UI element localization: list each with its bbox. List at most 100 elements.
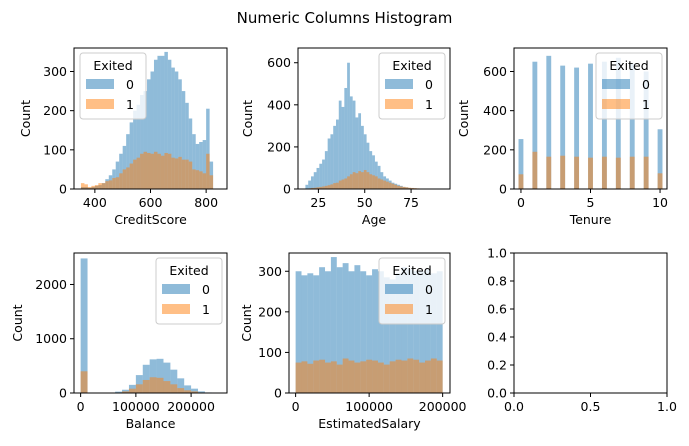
y-tick-label: 600 [483, 64, 507, 79]
bar-creditscore-exited-0 [195, 143, 200, 189]
bar-age-exited-0 [333, 125, 336, 189]
bar-estimatedsalary-exited-1 [313, 360, 320, 393]
bar-balance-exited-1 [149, 377, 157, 393]
bar-age-exited-1 [405, 187, 409, 189]
x-tick-label: 1.0 [657, 399, 677, 414]
bar-creditscore-exited-0 [192, 134, 196, 189]
bar-tenure-exited-1 [518, 174, 524, 189]
legend-label-1: 1 [425, 302, 433, 317]
x-axis-label: EstimatedSalary [318, 416, 421, 431]
bar-estimatedsalary-exited-1 [366, 359, 373, 393]
bar-age-exited-1 [310, 187, 314, 189]
legend-label-0: 0 [202, 282, 210, 297]
y-tick-label: 0 [59, 386, 67, 401]
y-tick-label: 1000 [35, 331, 67, 346]
bar-creditscore-exited-1 [133, 159, 137, 189]
x-tick-label: 100000 [112, 399, 160, 414]
x-tick-label: 0.5 [581, 399, 601, 414]
bar-balance-exited-0 [142, 364, 150, 393]
bar-creditscore-exited-1 [87, 187, 92, 189]
bar-tenure-exited-0 [657, 129, 663, 189]
bar-tenure-exited-1 [546, 156, 552, 189]
bar-estimatedsalary-exited-1 [372, 360, 378, 393]
bar-creditscore-exited-0 [181, 91, 186, 189]
legend-swatch-0 [602, 79, 630, 89]
bar-balance-exited-1 [156, 377, 164, 393]
bar-age-exited-1 [380, 179, 384, 189]
bar-estimatedsalary-exited-1 [342, 358, 349, 393]
bar-estimatedsalary-exited-0 [295, 271, 302, 393]
bar-creditscore-exited-1 [129, 163, 134, 189]
subplot-tenure: 0 5 10 0 200 400 600 Tenure Count Exited 0 1 [456, 47, 668, 227]
bar-balance-exited-0 [170, 369, 178, 393]
y-tick-label: 1.0 [487, 246, 507, 261]
x-axis-label: CreditScore [114, 212, 187, 227]
bar-age-exited-1 [341, 179, 345, 189]
bar-creditscore-exited-1 [153, 151, 158, 189]
bar-age-exited-1 [372, 175, 375, 189]
bar-creditscore-exited-0 [143, 91, 148, 189]
legend-title: Exited [392, 58, 431, 73]
legend: Exited 0 1 [595, 52, 663, 120]
bar-tenure-exited-0 [574, 67, 580, 189]
bar-age-exited-0 [316, 167, 320, 189]
bar-creditscore-exited-0 [167, 59, 172, 189]
bar-estimatedsalary-exited-0 [425, 269, 431, 393]
legend-swatch-0 [86, 79, 114, 89]
subplot-empty-axes: 0.0 0.5 1.0 0.0 0.2 0.4 0.6 0.8 1.0 [487, 246, 677, 415]
bar-creditscore-exited-1 [171, 157, 175, 189]
bar-estimatedsalary-exited-1 [330, 361, 337, 393]
y-tick-label: 400 [483, 103, 507, 118]
bar-estimatedsalary-exited-0 [348, 271, 355, 393]
bar-age-exited-1 [388, 182, 392, 189]
bar-creditscore-exited-1 [174, 158, 179, 189]
bar-balance-exited-1 [191, 391, 199, 393]
y-tick-label: 300 [258, 264, 282, 279]
bar-estimatedsalary-exited-1 [425, 360, 431, 393]
bar-estimatedsalary-exited-0 [354, 265, 361, 393]
bar-age-exited-1 [394, 184, 398, 189]
bar-estimatedsalary-exited-0 [360, 271, 367, 393]
bar-estimatedsalary-exited-0 [313, 275, 320, 393]
bar-estimatedsalary-exited-1 [319, 359, 326, 393]
bar-tenure-exited-1 [560, 155, 566, 189]
bar-creditscore-exited-1 [84, 184, 88, 189]
bar-creditscore-exited-0 [164, 51, 168, 189]
bar-creditscore-exited-1 [108, 180, 113, 189]
axes-frame [513, 252, 668, 394]
y-tick-label: 0.6 [487, 302, 507, 317]
y-axis-label: Count [10, 304, 25, 341]
bar-balance-exited-0 [184, 385, 192, 393]
x-axis-label: Balance [126, 416, 176, 431]
bar-age-exited-0 [324, 151, 328, 189]
bar-age-exited-0 [344, 87, 348, 189]
bar-age-exited-0 [319, 163, 323, 189]
bar-balance-exited-0 [115, 391, 123, 393]
bar-estimatedsalary-exited-1 [419, 362, 426, 393]
bar-age-exited-1 [358, 171, 362, 189]
legend-title: Exited [609, 58, 648, 73]
bar-balance-exited-0 [149, 359, 157, 393]
subplot-creditscore: 400 600 800 0 100 200 300 CreditScore Count Exite… [18, 47, 228, 227]
bar-creditscore-exited-0 [147, 79, 151, 189]
x-tick-label: 200000 [167, 399, 215, 414]
bar-creditscore-exited-0 [202, 140, 207, 189]
x-axis-label: Age [362, 212, 386, 227]
legend-swatch-0 [385, 284, 413, 294]
subplot-balance: 0 100000 200000 0 1000 2000 Balance Count Exited… [10, 252, 228, 431]
bar-creditscore-exited-0 [157, 55, 161, 190]
bar-tenure-exited-1 [601, 156, 607, 189]
bar-age-exited-1 [313, 187, 317, 189]
bar-age-exited-0 [377, 165, 381, 189]
x-tick-label: 25 [310, 195, 326, 210]
bar-balance-exited-0 [163, 362, 171, 393]
bar-balance-exited-0 [156, 358, 164, 393]
bar-estimatedsalary-exited-1 [301, 361, 308, 393]
y-tick-label: 0 [499, 182, 507, 197]
bar-estimatedsalary-exited-0 [413, 271, 420, 393]
bar-estimatedsalary-exited-1 [336, 364, 343, 393]
bar-creditscore-exited-1 [157, 153, 161, 189]
bar-balance-exited-1 [142, 379, 150, 393]
bar-age-exited-0 [349, 96, 353, 189]
x-tick-label: 5 [587, 195, 595, 210]
